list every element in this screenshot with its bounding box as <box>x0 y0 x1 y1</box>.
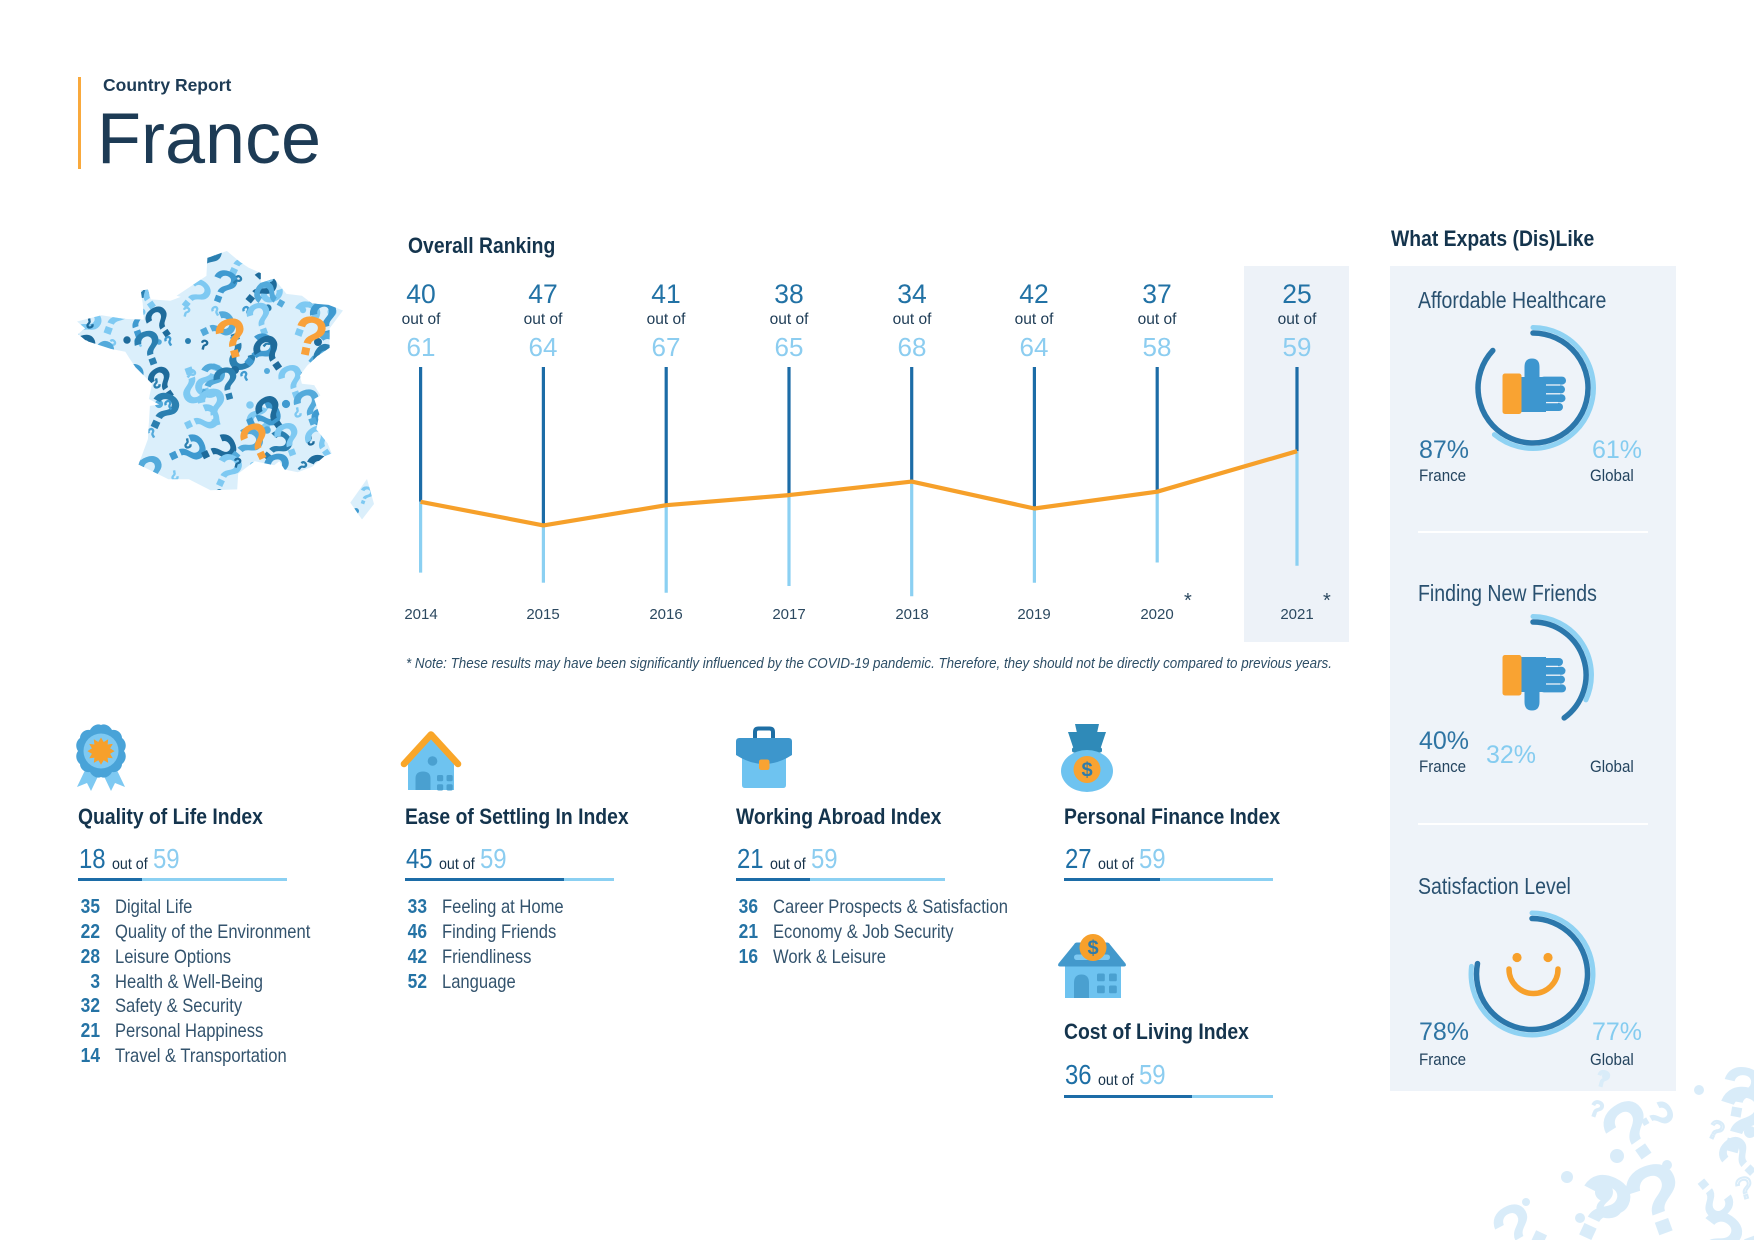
svg-text:?: ? <box>100 456 114 473</box>
svg-text:?: ? <box>87 374 97 390</box>
svg-text:?: ? <box>184 489 195 505</box>
svg-text:?: ? <box>278 476 328 530</box>
svg-text:$: $ <box>1087 938 1098 960</box>
svg-text:?: ? <box>113 473 156 530</box>
svg-text:$: $ <box>1081 760 1092 782</box>
svg-text:?: ? <box>85 315 95 331</box>
svg-text:?: ? <box>92 240 159 295</box>
svg-text:?: ? <box>352 337 366 354</box>
svg-text:?: ? <box>88 436 98 452</box>
svg-text:?: ? <box>113 367 127 384</box>
svg-text:?: ? <box>106 382 153 443</box>
svg-text:?: ? <box>327 401 337 417</box>
svg-text:?: ? <box>342 314 352 330</box>
svg-text:?: ? <box>211 242 222 258</box>
svg-text:?: ? <box>135 274 146 290</box>
svg-text:?: ? <box>1681 1237 1694 1240</box>
svg-text:?: ? <box>90 240 134 289</box>
svg-text:?: ? <box>88 485 104 501</box>
svg-text:?: ? <box>307 240 318 256</box>
svg-text:?: ? <box>61 260 105 318</box>
svg-text:?: ? <box>306 432 316 448</box>
svg-text:?: ? <box>75 414 127 472</box>
svg-text:?: ? <box>309 502 355 530</box>
svg-text:?: ? <box>322 460 338 476</box>
svg-text:?: ? <box>240 244 254 261</box>
svg-text:?: ? <box>183 435 193 451</box>
svg-text:?: ? <box>296 272 307 288</box>
svg-text:?: ? <box>338 487 354 503</box>
svg-text:?: ? <box>60 501 94 530</box>
svg-text:?: ? <box>218 485 282 530</box>
svg-text:?: ? <box>151 486 162 502</box>
svg-text:?: ? <box>60 414 108 476</box>
svg-text:?: ? <box>136 479 189 530</box>
svg-text:?: ? <box>60 240 108 290</box>
svg-text:?: ? <box>178 241 192 258</box>
svg-text:?: ? <box>91 498 142 530</box>
svg-text:?: ? <box>66 350 126 417</box>
svg-text:?: ? <box>74 442 135 506</box>
svg-text:?: ? <box>300 240 342 287</box>
svg-text:?: ? <box>353 479 378 513</box>
svg-text:?: ? <box>114 244 128 261</box>
svg-text:?: ? <box>132 240 191 291</box>
svg-text:?: ? <box>117 424 131 441</box>
svg-text:?: ? <box>170 467 180 483</box>
svg-text:?: ? <box>293 404 303 420</box>
svg-text:?: ? <box>60 382 109 442</box>
svg-text:?: ? <box>152 375 162 391</box>
svg-text:?: ? <box>60 365 91 414</box>
